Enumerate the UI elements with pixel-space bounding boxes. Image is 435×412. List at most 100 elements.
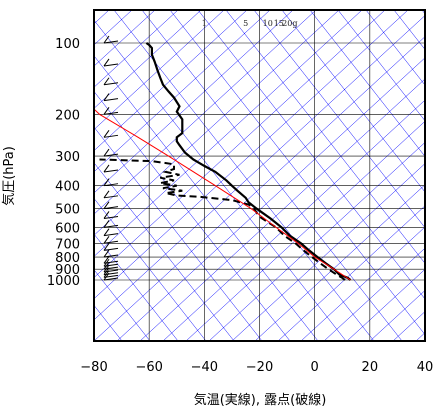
adiabat-line [94, 19, 347, 341]
wind-barb [103, 35, 119, 44]
x-axis-title: 気温(実線), 露点(破線) [194, 392, 327, 408]
wind-barb-flag [103, 211, 110, 219]
isotherm-line [277, 205, 425, 341]
wind-barb-flag [103, 93, 110, 101]
adiabat-line [94, 91, 291, 341]
y-tick-label: 600 [55, 221, 80, 236]
y-tick-label: 1000 [47, 274, 80, 289]
wind-barbs [103, 35, 119, 281]
wind-barb-staff [103, 206, 119, 210]
wind-barb-flag [103, 58, 110, 67]
wind-barb [103, 130, 119, 138]
wind-barb-flag [103, 249, 110, 258]
wind-barb [103, 164, 119, 173]
y-tick-label: 200 [55, 108, 80, 123]
isotherm-line [139, 78, 425, 341]
wind-barb [103, 190, 119, 199]
wind-barb [103, 220, 119, 228]
wind-barb-flag [103, 130, 110, 138]
y-tick-label: 100 [55, 37, 80, 52]
isotherm-line [323, 247, 425, 341]
wind-barb-staff [103, 240, 119, 244]
wind-barb-staff [103, 266, 119, 270]
x-tick-label: 40 [417, 360, 434, 375]
isotherm-line [94, 10, 386, 278]
isotherm-line [94, 10, 225, 130]
wind-barb-staff [103, 263, 119, 267]
isotherm-line [94, 10, 409, 300]
isotherm-line [162, 99, 425, 341]
y-tick-label: 300 [55, 150, 80, 165]
wind-barb-staff [103, 98, 119, 102]
mixing-ratio-label: 20g [282, 19, 297, 28]
solid-profile-line [145, 42, 352, 281]
adiabat-line [225, 10, 425, 264]
isotherm-line [346, 268, 425, 341]
wind-barb-flag [103, 107, 110, 115]
isotherm-line [185, 120, 425, 341]
isotherm-line [94, 10, 317, 215]
dashed-profile-line [99, 158, 346, 281]
wind-barb-staff [103, 183, 119, 187]
wind-barb-staff [103, 224, 119, 228]
wind-barb [103, 228, 119, 237]
isotherm-line [94, 10, 363, 257]
mixing-ratio-label: 5 [243, 19, 248, 28]
wind-barb [103, 243, 119, 251]
adiabat-line [113, 10, 375, 341]
adiabat-line [94, 233, 179, 341]
wind-barb-flag [103, 255, 110, 264]
wind-barb [103, 93, 119, 102]
wind-barb-flag [103, 201, 110, 209]
wind-barb-flag [103, 220, 110, 228]
wind-barb-staff [103, 274, 119, 278]
isotherm-line [94, 10, 179, 88]
wind-barb-flag [103, 190, 110, 199]
isotherm-line [231, 163, 425, 341]
wind-barb-flag [103, 35, 110, 44]
adiabat-line [94, 269, 151, 341]
x-tick-label: 0 [311, 360, 319, 375]
isotherm-line [94, 10, 340, 236]
wind-barb [103, 107, 119, 115]
isotherm-line [116, 57, 425, 341]
wind-barb-staff [103, 134, 119, 138]
y-tick-label: 400 [55, 180, 80, 195]
adiabat-line [94, 126, 263, 341]
y-axis-title: 気圧(hPa) [1, 146, 17, 206]
wind-barb [103, 255, 119, 264]
adiabat-line [197, 10, 425, 300]
wind-barb-flag [103, 77, 110, 86]
mixing-ratio-label: 10 [263, 19, 273, 28]
adiabat-line [309, 10, 425, 157]
wind-barb [103, 249, 119, 258]
wind-barb [103, 201, 119, 210]
wind-barb-flag [103, 228, 110, 236]
adiabat-line [94, 55, 319, 341]
y-tick-label: 500 [55, 203, 80, 218]
mixing-ratio-label: 15 [274, 19, 284, 28]
wind-barb-staff [103, 277, 119, 281]
wind-barb-staff [103, 215, 119, 219]
wind-barb-flag [103, 178, 110, 186]
adiabat-line [141, 10, 403, 341]
y-tick-label: 800 [55, 251, 80, 266]
adiabat-line [94, 162, 235, 341]
wind-barb-staff [103, 111, 119, 115]
x-axis-ticks: −80 −60 −40 −20 0 20 40 [80, 360, 433, 375]
wind-barb-staff [103, 169, 119, 173]
wind-barb-flag [103, 243, 110, 251]
wind-barb-flag [103, 235, 110, 244]
wind-barb-staff [103, 260, 119, 264]
isotherm-line [254, 184, 425, 341]
wind-barb [103, 58, 119, 67]
y-tick-label: 700 [55, 237, 80, 252]
isotherm-line [94, 10, 202, 109]
wind-barb-staff [103, 63, 119, 67]
x-tick-label: −40 [191, 360, 218, 375]
profile-curves [94, 42, 352, 281]
x-tick-label: −20 [246, 360, 273, 375]
wind-barb-staff [103, 40, 119, 44]
wind-barb [103, 148, 119, 157]
